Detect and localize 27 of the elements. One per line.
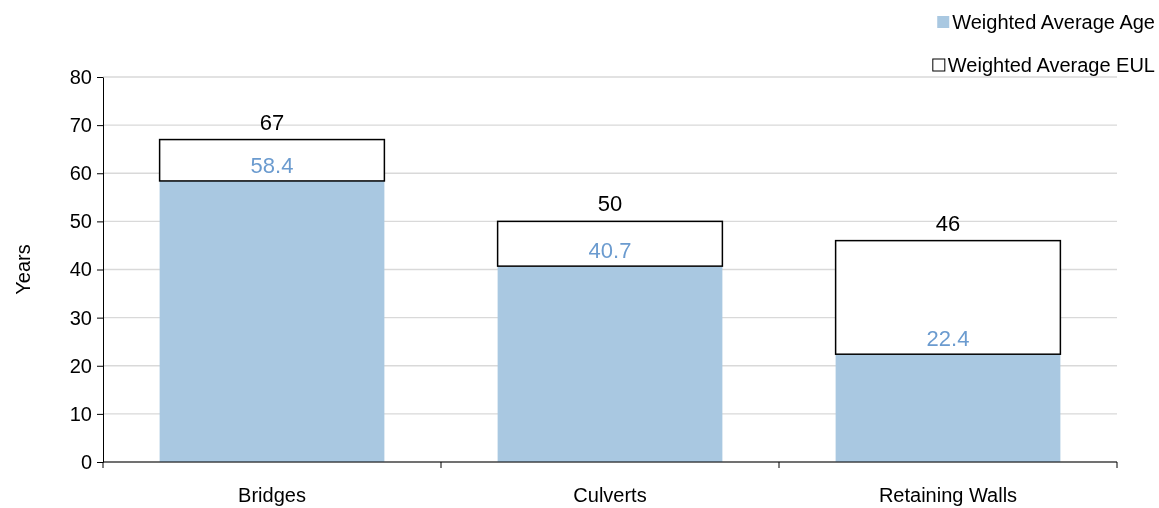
y-tick-label: 60: [69, 162, 92, 185]
y-tick-label: 40: [69, 258, 92, 281]
total-label: 50: [597, 191, 623, 217]
data-label: 22.4: [926, 326, 970, 352]
x-tick-label: Bridges: [238, 484, 306, 506]
bar: [496, 220, 724, 267]
y-tick-label: 30: [69, 306, 92, 329]
y-tick-label: 20: [69, 354, 92, 377]
bar: [497, 266, 723, 462]
x-tick-label: Retaining Walls: [878, 484, 1018, 506]
y-tick-label: 50: [69, 210, 92, 233]
y-tick-label: 70: [69, 114, 92, 137]
y-tick-label: 0: [80, 450, 92, 473]
bar: [835, 354, 1061, 462]
legend-label: Weighted Average Age: [952, 11, 1155, 33]
bar: [158, 138, 386, 182]
legend-label: Weighted Average EUL: [947, 54, 1155, 76]
bar: [834, 239, 1062, 355]
total-label: 46: [935, 210, 961, 236]
y-tick-label: 10: [69, 402, 92, 425]
y-axis-title: Years: [12, 244, 34, 295]
y-tick-label: 80: [69, 65, 92, 88]
x-tick-label: Culverts: [573, 484, 647, 506]
bar: [159, 180, 385, 462]
total-label: 67: [259, 109, 285, 135]
data-label: 58.4: [250, 152, 294, 178]
data-label: 40.7: [588, 238, 632, 264]
